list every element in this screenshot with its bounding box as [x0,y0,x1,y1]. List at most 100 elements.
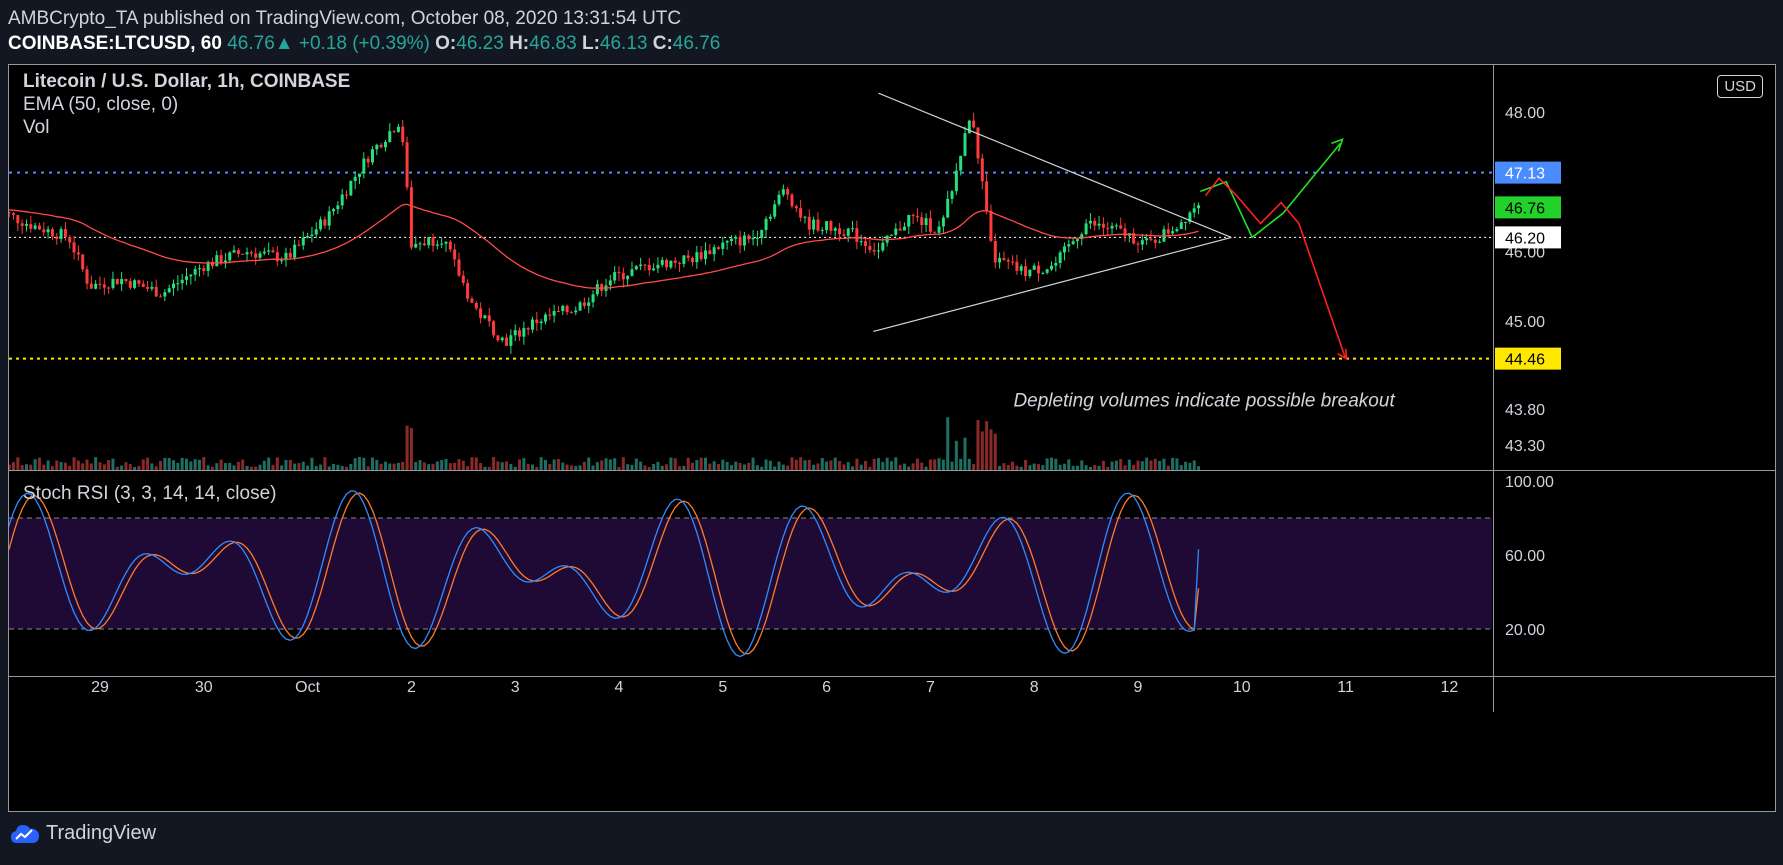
candle-body [846,228,850,236]
volume-bar [509,463,513,470]
volume-bar [691,462,695,470]
volume-bar [271,464,275,470]
candle-body [159,296,163,298]
volume-bar [889,461,893,470]
volume-bar [37,457,41,470]
x-tick-label: 8 [1030,679,1039,696]
candle-body [85,269,89,284]
candle-body [89,283,93,289]
high-label: H: [509,33,530,54]
volume-bar [630,464,634,470]
volume-bar [206,465,210,470]
author[interactable]: AMBCrypto_TA [8,8,138,29]
candle-body [405,142,409,188]
candle-body [284,252,288,261]
volume-bar [881,461,885,470]
volume-bar [933,459,937,470]
volume-bar [578,465,582,470]
volume-bar [9,464,11,470]
annotation-text: Depleting volumes indicate possible brea… [1013,391,1395,412]
triangle-lower-trendline [873,236,1232,333]
volume-bar [535,466,539,470]
volume-bar [699,457,703,470]
candle-body [1197,205,1201,209]
chart-frame[interactable]: Depleting volumes indicate possible brea… [8,64,1776,812]
candle-body [561,305,565,312]
candle-body [716,247,720,249]
volume-bar [306,465,310,470]
candle-body [1002,257,1006,260]
candle-body [747,235,751,240]
volume-bar [868,466,872,470]
candle-body [587,302,591,306]
volume-bar [262,460,266,470]
candle-body [72,242,76,253]
candle-body [1188,212,1192,222]
candle-body [223,260,227,264]
candle-body [185,276,188,280]
candle-body [816,219,820,231]
volume-bar [431,463,435,470]
candle-body [980,158,984,182]
candle-body [1110,225,1114,229]
candle-body [513,330,517,336]
volume-bar [950,461,954,470]
candle-body [137,280,141,284]
x-tick-label: 4 [615,679,624,696]
candle-body [1119,225,1123,229]
price-tick-label: 43.30 [1505,438,1545,455]
volume-bar [137,465,141,470]
candle-body [976,127,980,159]
volume-bar [496,461,500,470]
volume-bar [980,431,984,470]
candle-body [1041,272,1045,274]
volume-bar [1080,460,1084,470]
candle-body [50,229,54,237]
volume-bar [55,460,59,470]
candle-body [872,250,876,252]
volume-bar [197,459,201,470]
candles [9,112,1201,354]
volume-bar [470,457,474,470]
brand-name[interactable]: TradingView [46,822,157,844]
volume-bar [280,465,284,470]
candle-body [68,237,72,243]
volume-bar [851,466,855,470]
volume-bar [349,463,353,470]
currency-button[interactable]: USD [1717,75,1763,98]
candle-body [267,250,271,252]
volume-bar [1002,463,1006,470]
volume-bar [1153,458,1157,470]
volume-bar [1054,458,1058,470]
candle-body [275,252,279,262]
candle-body [665,259,669,268]
candle-body [954,170,958,192]
volume-bar [1192,460,1196,470]
volume-bar [686,457,690,470]
volume-bar [102,464,106,470]
volume-bar [911,463,915,470]
candle-body [1140,240,1144,245]
stoch-legend[interactable]: Stoch RSI (3, 3, 14, 14, close) [23,483,277,504]
volume-bar [33,459,37,470]
volume-bar [98,462,102,470]
volume-bar [928,459,932,470]
candle-body [877,250,880,252]
volume-bar [210,466,214,470]
volume-bar [941,459,945,470]
volume-bar [812,464,816,470]
volume-bar [652,463,656,470]
volume-bar [829,460,833,470]
candle-body [1032,265,1036,270]
candle-body [1080,234,1084,240]
vol-legend[interactable]: Vol [23,117,50,138]
candle-body [786,189,790,195]
volume-bar [799,457,803,470]
volume-bar [396,462,400,470]
volume-bar [500,462,504,470]
candle-body [755,237,759,239]
volume-bar [820,457,824,470]
ema-legend[interactable]: EMA (50, close, 0) [23,94,179,115]
price-chart[interactable]: Depleting volumes indicate possible brea… [9,65,1775,811]
volume-bar [85,459,89,470]
